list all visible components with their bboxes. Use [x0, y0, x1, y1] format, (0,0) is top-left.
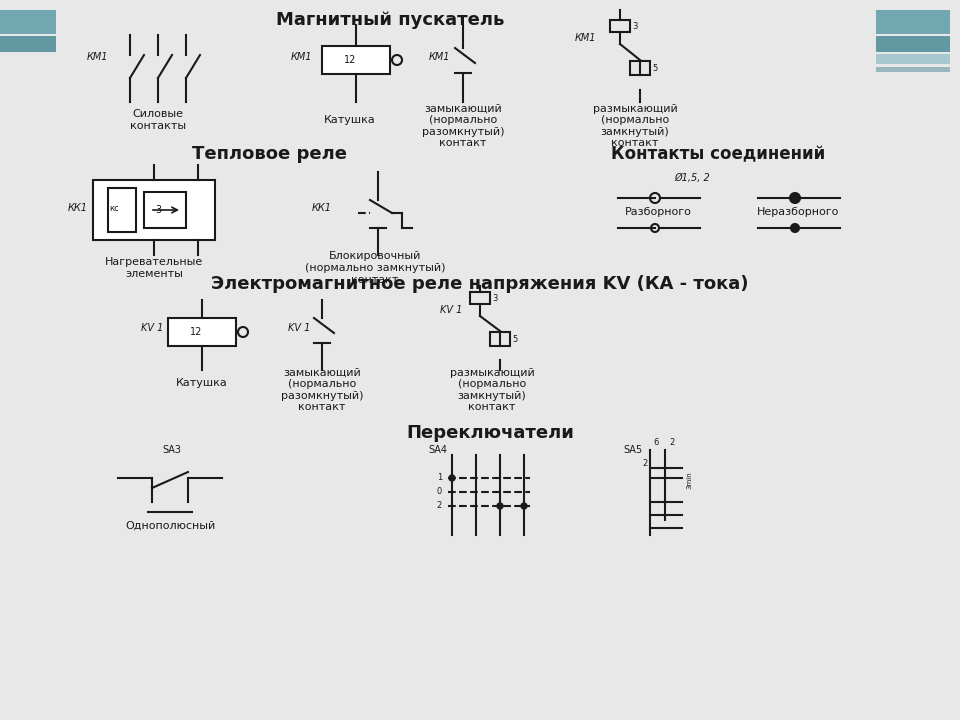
Text: 5: 5 — [512, 335, 517, 343]
Text: Катушка: Катушка — [324, 115, 376, 125]
Text: Неразборного: Неразборного — [756, 207, 839, 217]
Text: Переключатели: Переключатели — [406, 424, 574, 442]
Text: 5: 5 — [652, 63, 658, 73]
Circle shape — [449, 475, 455, 481]
Text: 12: 12 — [190, 327, 203, 337]
Text: SA3: SA3 — [162, 445, 181, 455]
Bar — [0, 36, 56, 52]
Text: 2: 2 — [437, 502, 442, 510]
Text: 3: 3 — [492, 294, 497, 302]
Text: Катушка: Катушка — [176, 378, 228, 388]
Text: Электромагнитное реле напряжения KV (КА - тока): Электромагнитное реле напряжения KV (КА … — [211, 275, 749, 293]
Bar — [610, 20, 630, 32]
Text: КМ1: КМ1 — [291, 52, 312, 62]
Bar — [876, 10, 950, 34]
Text: 12: 12 — [344, 55, 356, 65]
Text: размыкающий
(нормально
замкнутый)
контакт: размыкающий (нормально замкнутый) контак… — [592, 104, 678, 148]
Text: 3min: 3min — [686, 471, 692, 489]
Text: Силовые
контакты: Силовые контакты — [130, 109, 186, 131]
Text: КМ1: КМ1 — [574, 33, 596, 43]
Bar — [490, 332, 510, 346]
Text: SA4: SA4 — [428, 445, 447, 455]
Text: Однополюсный: Однополюсный — [125, 521, 215, 531]
Bar — [93, 180, 215, 240]
Text: SA5: SA5 — [623, 445, 642, 455]
Text: Ø1,5, 2: Ø1,5, 2 — [674, 173, 709, 183]
Text: размыкающий
(нормально
замкнутый)
контакт: размыкающий (нормально замкнутый) контак… — [449, 368, 535, 413]
Text: 3: 3 — [155, 205, 161, 215]
Text: замыкающий
(нормально
разомкнутый)
контакт: замыкающий (нормально разомкнутый) конта… — [421, 104, 504, 148]
Text: кс: кс — [109, 204, 119, 212]
Bar — [630, 61, 650, 75]
Circle shape — [791, 224, 799, 232]
Text: KV 1: KV 1 — [140, 323, 163, 333]
Text: Блокировочный
(нормально замкнутый)
контакт: Блокировочный (нормально замкнутый) конт… — [304, 251, 445, 284]
Text: КМ1: КМ1 — [86, 52, 108, 62]
Circle shape — [497, 503, 503, 509]
Text: КК1: КК1 — [68, 203, 88, 213]
Text: KV 1: KV 1 — [440, 305, 462, 315]
Text: Магнитный пускатель: Магнитный пускатель — [276, 11, 504, 29]
Text: КК1: КК1 — [312, 203, 332, 213]
Text: 2: 2 — [642, 459, 648, 467]
Bar — [108, 188, 136, 232]
Bar — [876, 36, 950, 52]
Text: Нагревательные
элементы: Нагревательные элементы — [105, 257, 204, 279]
Text: KV 1: KV 1 — [288, 323, 310, 333]
Bar — [876, 67, 950, 72]
Text: Тепловое реле: Тепловое реле — [193, 145, 348, 163]
Bar — [168, 318, 236, 346]
Text: 0: 0 — [437, 487, 442, 497]
Text: Разборного: Разборного — [625, 207, 691, 217]
Circle shape — [521, 503, 527, 509]
Text: 1: 1 — [437, 474, 442, 482]
Circle shape — [790, 193, 800, 203]
Text: Контакты соединений: Контакты соединений — [611, 145, 826, 163]
Bar — [876, 54, 950, 64]
Bar — [144, 192, 186, 228]
Bar — [470, 292, 490, 304]
Text: 6: 6 — [654, 438, 659, 446]
Bar — [322, 46, 390, 74]
Bar — [0, 10, 56, 34]
Text: замыкающий
(нормально
разомкнутый)
контакт: замыкающий (нормально разомкнутый) конта… — [280, 368, 363, 413]
Text: 3: 3 — [632, 22, 637, 30]
Text: 2: 2 — [669, 438, 675, 446]
Text: КМ1: КМ1 — [428, 52, 450, 62]
